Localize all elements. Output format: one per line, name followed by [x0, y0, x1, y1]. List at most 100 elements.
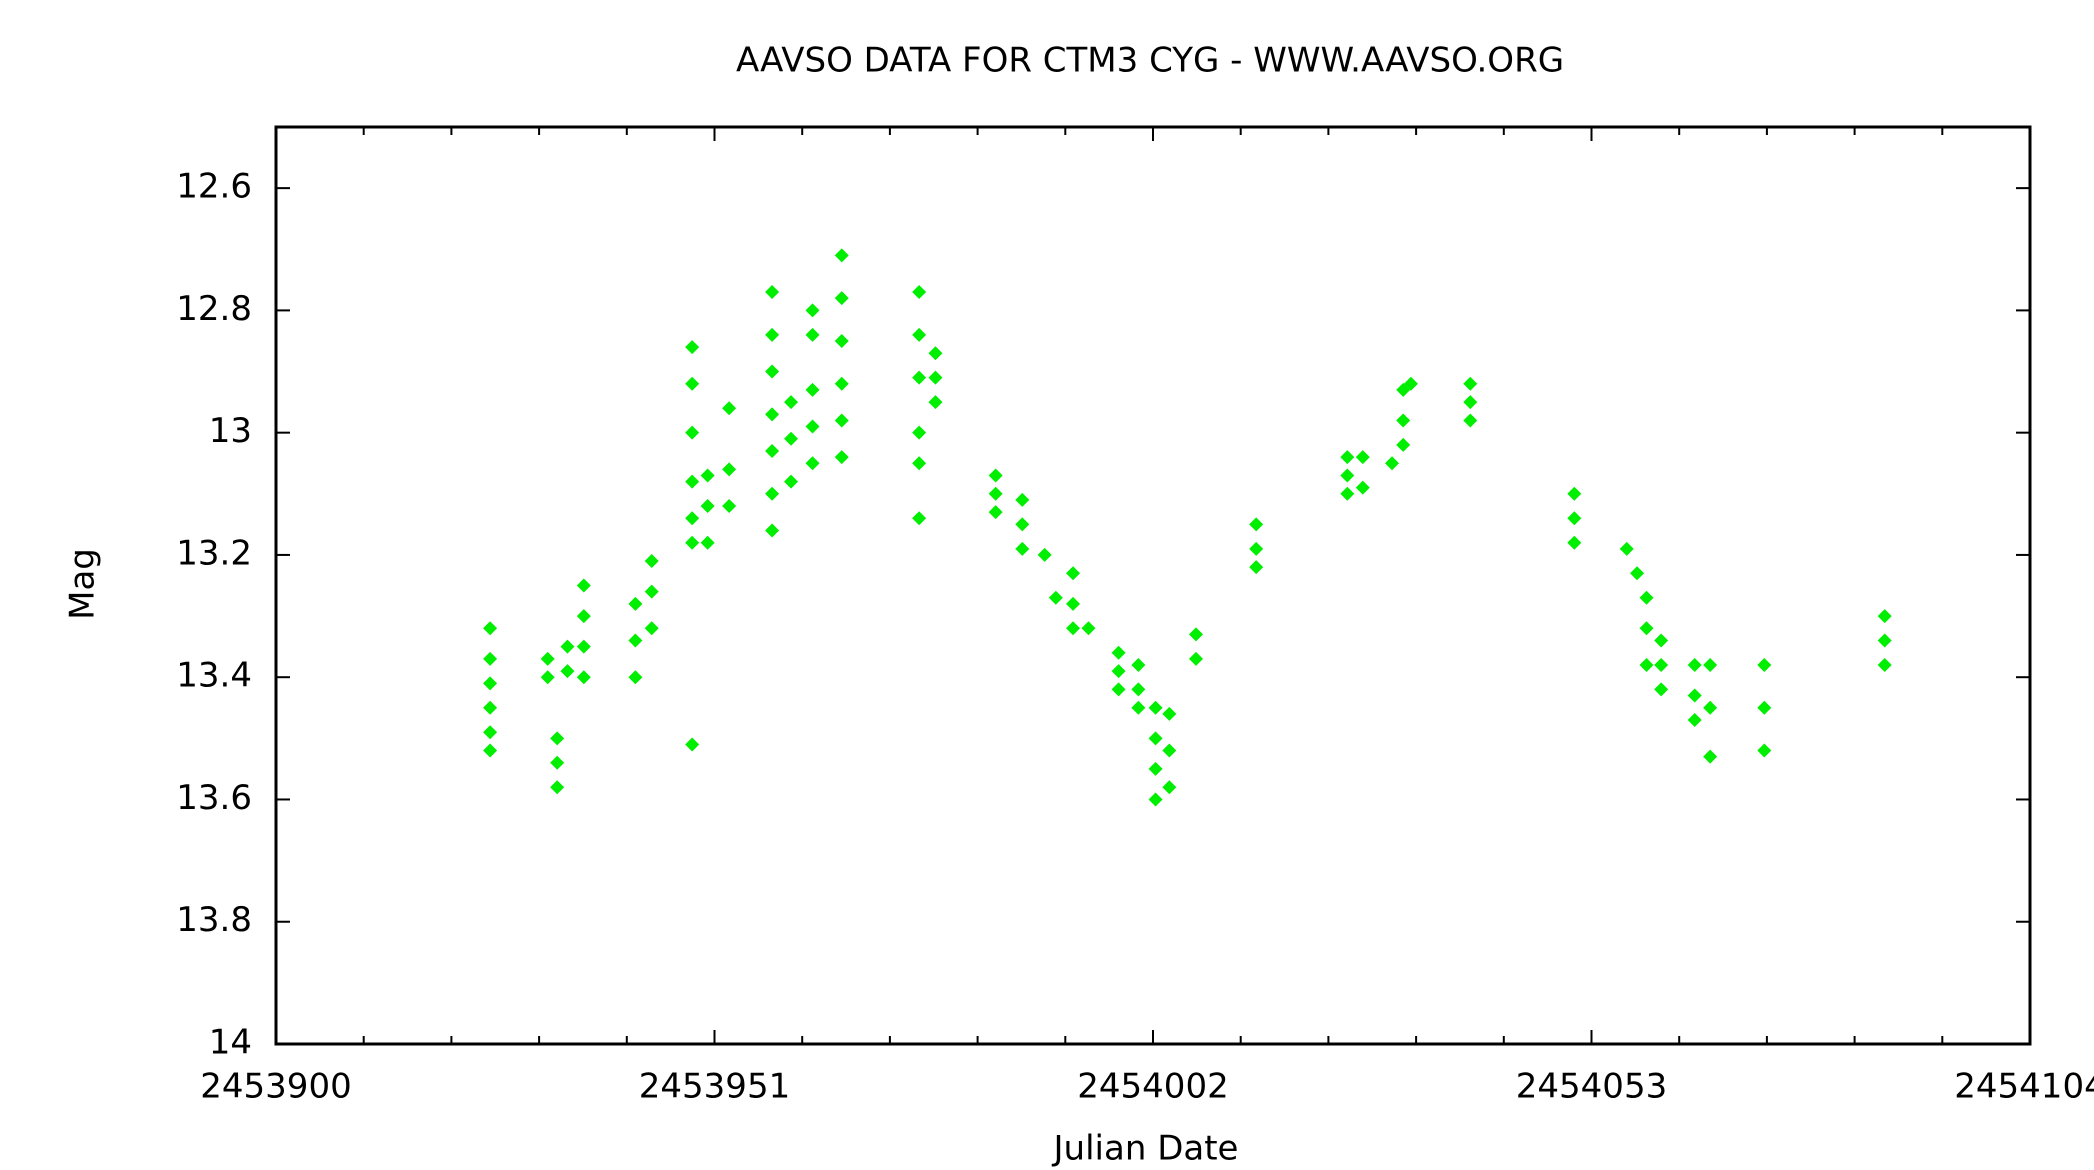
data-point	[1015, 517, 1030, 532]
data-point	[1111, 664, 1126, 679]
data-point	[912, 370, 927, 385]
data-point	[805, 303, 820, 318]
y-tick-label: 13.4	[176, 656, 252, 696]
data-point	[700, 499, 715, 514]
data-point	[1396, 413, 1411, 428]
data-point	[540, 651, 555, 666]
data-point	[765, 444, 780, 459]
data-point	[912, 327, 927, 342]
data-point	[1877, 657, 1892, 672]
data-point	[576, 670, 591, 685]
data-point	[1619, 541, 1634, 556]
data-point	[988, 468, 1003, 483]
data-point	[1162, 780, 1177, 795]
data-point	[805, 382, 820, 397]
data-point	[928, 370, 943, 385]
x-tick-label: 2454002	[1077, 1067, 1228, 1107]
data-point	[483, 621, 498, 636]
data-point	[834, 450, 849, 465]
data-point	[805, 456, 820, 471]
data-point	[1148, 761, 1163, 776]
data-point	[1340, 468, 1355, 483]
x-tick-label: 2453951	[639, 1067, 790, 1107]
data-point	[576, 639, 591, 654]
data-point	[1048, 590, 1063, 605]
data-point	[1877, 609, 1892, 624]
data-point	[560, 664, 575, 679]
data-point	[1066, 596, 1081, 611]
data-point	[550, 755, 565, 770]
data-point	[928, 346, 943, 361]
data-point	[1355, 480, 1370, 495]
data-point	[765, 523, 780, 538]
data-point	[1081, 621, 1096, 636]
data-point	[1567, 511, 1582, 526]
data-point	[685, 737, 700, 752]
data-point	[912, 511, 927, 526]
data-point	[1015, 541, 1030, 556]
x-axis-label: Julian Date	[1052, 1129, 1239, 1169]
data-point	[685, 511, 700, 526]
data-point	[1630, 566, 1645, 581]
data-point	[765, 364, 780, 379]
data-point	[1567, 535, 1582, 550]
data-point	[1687, 688, 1702, 703]
data-point	[1687, 657, 1702, 672]
data-point	[988, 486, 1003, 501]
data-point	[1188, 651, 1203, 666]
data-point	[1757, 743, 1772, 758]
data-point	[784, 395, 799, 410]
data-point	[1162, 706, 1177, 721]
y-tick-label: 12.8	[176, 289, 252, 329]
data-point	[765, 327, 780, 342]
data-point	[722, 462, 737, 477]
data-point	[1654, 682, 1669, 697]
data-point	[1567, 486, 1582, 501]
data-point	[483, 676, 498, 691]
data-point	[1639, 621, 1654, 636]
data-point	[912, 456, 927, 471]
data-point	[1463, 395, 1478, 410]
data-point	[1654, 657, 1669, 672]
data-point	[834, 413, 849, 428]
data-point	[784, 474, 799, 489]
data-point	[644, 584, 659, 599]
data-point	[722, 499, 737, 514]
data-point	[628, 596, 643, 611]
y-tick-label: 14	[209, 1023, 252, 1063]
data-point	[1188, 627, 1203, 642]
data-point	[483, 743, 498, 758]
data-point	[765, 486, 780, 501]
data-point	[700, 535, 715, 550]
data-point	[560, 639, 575, 654]
data-point	[1639, 590, 1654, 605]
data-point	[576, 578, 591, 593]
data-point	[1131, 682, 1146, 697]
y-tick-label: 13.8	[176, 900, 252, 940]
data-point	[1148, 792, 1163, 807]
data-point	[1148, 731, 1163, 746]
data-point	[628, 633, 643, 648]
data-point	[988, 505, 1003, 520]
data-point	[1340, 450, 1355, 465]
data-point	[685, 535, 700, 550]
y-tick-label: 13.2	[176, 533, 252, 573]
data-point	[1249, 560, 1264, 575]
data-point	[1463, 376, 1478, 391]
data-point	[834, 376, 849, 391]
y-tick-label: 12.6	[176, 167, 252, 207]
data-point	[1703, 700, 1718, 715]
data-point	[700, 468, 715, 483]
data-point	[765, 407, 780, 422]
data-point	[1037, 547, 1052, 562]
y-tick-label: 13.6	[176, 778, 252, 818]
data-point	[1340, 486, 1355, 501]
data-point	[550, 780, 565, 795]
data-point	[483, 651, 498, 666]
data-point	[1015, 492, 1030, 507]
data-point	[1757, 657, 1772, 672]
data-point	[1249, 541, 1264, 556]
data-point	[834, 291, 849, 306]
